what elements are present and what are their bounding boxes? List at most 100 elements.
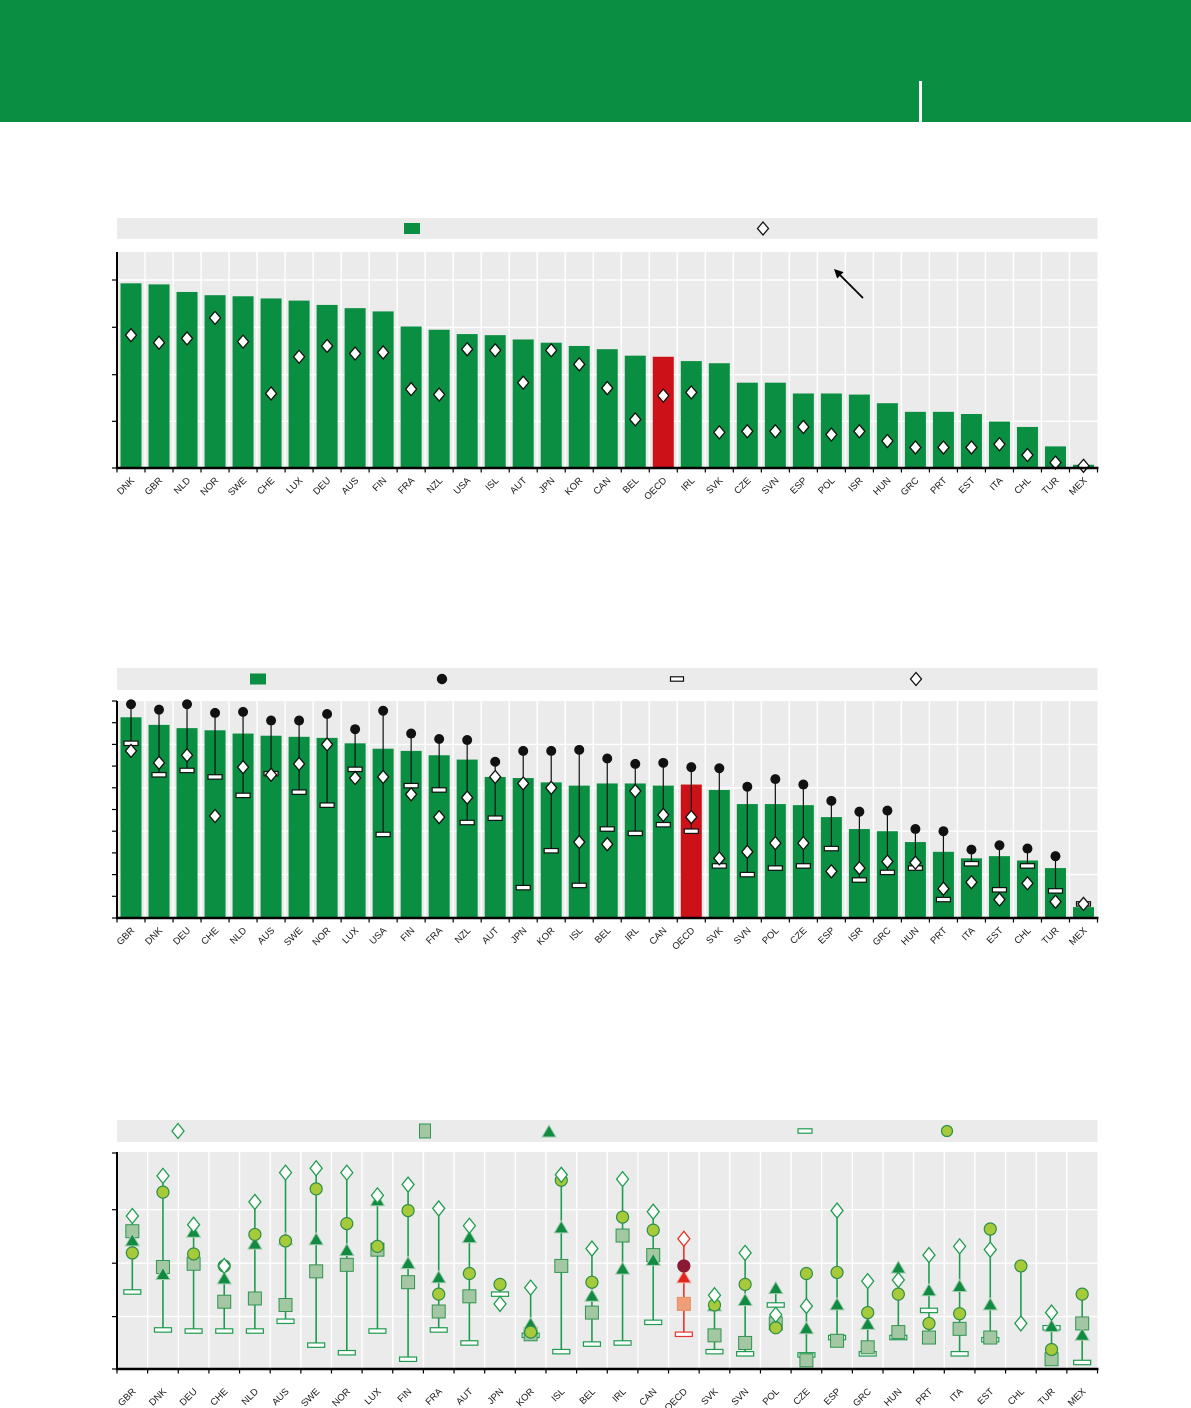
circle-EST bbox=[983, 1222, 997, 1236]
high-circle-GRC bbox=[882, 805, 893, 816]
diamond-AUS bbox=[348, 346, 362, 362]
bar-CAN bbox=[596, 349, 618, 468]
triangle-DNK bbox=[155, 1266, 171, 1281]
diamond-DNK bbox=[152, 755, 166, 771]
bar-NLD bbox=[176, 291, 198, 468]
bar-DNK bbox=[120, 283, 142, 468]
x-label-POL: POL bbox=[761, 1386, 782, 1407]
x-label-FRA: FRA bbox=[424, 925, 446, 947]
diamond-AUT bbox=[488, 769, 502, 785]
triangle-NLD bbox=[247, 1236, 263, 1250]
circle-DEU bbox=[187, 1247, 201, 1261]
x-label-GBR: GBR bbox=[115, 925, 137, 947]
diamond-NZL bbox=[432, 387, 446, 403]
bar-NLD bbox=[232, 733, 254, 918]
high-circle-HUN bbox=[910, 824, 921, 835]
low-dash-DEU bbox=[184, 1328, 203, 1334]
low-dash-USA bbox=[375, 831, 391, 838]
circle-TUR bbox=[1044, 1342, 1059, 1357]
x-label-FRA: FRA bbox=[396, 475, 418, 497]
x-label-NLD: NLD bbox=[172, 475, 193, 496]
square-SVN bbox=[738, 1335, 753, 1350]
diamond-GBR bbox=[125, 1207, 140, 1225]
diamond-CHL bbox=[1021, 875, 1034, 891]
diamond-SWE bbox=[292, 756, 306, 772]
triangle-CZE bbox=[798, 1320, 815, 1335]
x-label-MEX: MEX bbox=[1067, 475, 1090, 498]
diamond-HUN bbox=[881, 433, 894, 449]
circle-PRT bbox=[922, 1316, 936, 1331]
circle-SVN bbox=[738, 1277, 752, 1291]
low-dash-FIN bbox=[398, 1356, 418, 1363]
diamond-NOR bbox=[208, 310, 222, 326]
circle-POL bbox=[769, 1321, 783, 1335]
high-circle-ESP bbox=[826, 795, 837, 806]
x-label-ITA: ITA bbox=[948, 1386, 966, 1404]
high-circle-BEL bbox=[602, 753, 613, 764]
bar-SWE bbox=[232, 296, 254, 468]
diamond-CHE bbox=[264, 385, 278, 401]
x-label-CHL: CHL bbox=[1006, 1386, 1027, 1407]
diamond-LUX bbox=[370, 1186, 385, 1204]
diamond-SVK bbox=[712, 424, 726, 440]
diamond-TUR bbox=[1044, 1304, 1059, 1322]
high-circle-CAN bbox=[658, 757, 669, 768]
x-label-CAN: CAN bbox=[591, 475, 613, 497]
square-HUN bbox=[891, 1325, 906, 1340]
legend-circle-swatch bbox=[940, 1124, 954, 1138]
diamond-CHL bbox=[1014, 1314, 1028, 1332]
diamond-IRL bbox=[684, 384, 698, 400]
square-SWE bbox=[309, 1264, 324, 1279]
diamond-GRC bbox=[909, 439, 922, 455]
diamond-FIN bbox=[376, 344, 390, 360]
x-label-POL: POL bbox=[816, 475, 837, 496]
low-dash-SWE bbox=[291, 789, 307, 795]
x-label-DEU: DEU bbox=[178, 1386, 200, 1408]
low-dash-GRC bbox=[879, 869, 895, 876]
x-label-IRL: IRL bbox=[623, 925, 641, 943]
low-dash-ESP bbox=[823, 845, 839, 852]
high-circle-GBR bbox=[126, 699, 137, 710]
bar-GBR bbox=[148, 284, 170, 468]
low-dash-BEL bbox=[582, 1341, 602, 1347]
low-dash-GBR bbox=[123, 1289, 142, 1295]
triangle-ISL bbox=[553, 1219, 570, 1234]
high-circle-ISL bbox=[574, 744, 585, 755]
triangle-FRA bbox=[430, 1269, 447, 1284]
x-label-AUT: AUT bbox=[454, 1386, 475, 1407]
bar-CHE bbox=[260, 298, 282, 468]
bar-LUX bbox=[288, 300, 310, 468]
bar-CAN bbox=[652, 785, 674, 918]
diamond-ISL bbox=[488, 342, 502, 358]
high-circle-CHL bbox=[1022, 843, 1033, 854]
x-label-KOR: KOR bbox=[563, 475, 585, 497]
low-dash-AUT bbox=[460, 1340, 479, 1346]
x-label-ESP: ESP bbox=[822, 1386, 843, 1407]
circle-CZE bbox=[799, 1266, 814, 1281]
x-label-GRC: GRC bbox=[871, 925, 894, 948]
x-label-CZE: CZE bbox=[791, 1386, 812, 1407]
high-circle-CZE bbox=[798, 779, 809, 790]
square-FRA bbox=[431, 1304, 446, 1319]
x-label-PRT: PRT bbox=[928, 475, 949, 496]
header-divider bbox=[919, 81, 922, 122]
diamond-USA bbox=[376, 769, 390, 785]
bar-SWE bbox=[288, 736, 310, 918]
diamond-CHE bbox=[217, 1257, 232, 1275]
low-dash-AUT bbox=[487, 815, 503, 821]
diamond-AUT bbox=[516, 375, 530, 391]
x-label-BEL: BEL bbox=[578, 1386, 598, 1406]
low-dash-NLD bbox=[245, 1328, 264, 1334]
x-label-SWE: SWE bbox=[299, 1386, 322, 1408]
low-dash-MEX bbox=[1073, 1359, 1092, 1366]
high-circle-AUT bbox=[490, 756, 501, 767]
low-dash-AUS bbox=[276, 1318, 295, 1325]
x-label-KOR: KOR bbox=[514, 1386, 536, 1408]
low-dash-PRT bbox=[935, 896, 952, 903]
x-label-GRC: GRC bbox=[899, 475, 922, 498]
bar-OECD bbox=[652, 356, 674, 468]
low-dash-ISL bbox=[552, 1348, 571, 1355]
diamond-SVN bbox=[768, 423, 782, 439]
x-label-ISR: ISR bbox=[847, 475, 866, 494]
diamond-GRC bbox=[860, 1272, 875, 1290]
